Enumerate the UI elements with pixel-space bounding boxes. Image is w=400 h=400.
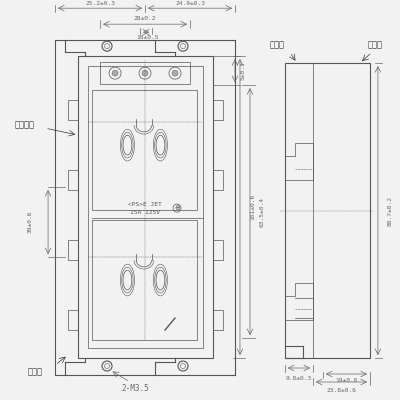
Text: 28±0.2: 28±0.2: [134, 16, 156, 21]
Text: 23.8±0.6: 23.8±0.6: [326, 388, 356, 392]
Text: 15A 125V: 15A 125V: [130, 210, 160, 214]
Bar: [213, 240, 223, 260]
Text: 10±0.5: 10±0.5: [137, 35, 159, 40]
Text: カバー: カバー: [270, 41, 284, 50]
Bar: [100, 62, 190, 84]
Circle shape: [142, 70, 148, 76]
Text: 2-M3.5: 2-M3.5: [121, 384, 149, 392]
Bar: [68, 240, 78, 260]
Text: 9.8±0.3: 9.8±0.3: [286, 376, 312, 380]
Bar: [88, 66, 203, 348]
Text: ボディ: ボディ: [368, 41, 382, 50]
Bar: [68, 310, 78, 330]
Text: 取付枠: 取付枠: [28, 368, 43, 376]
Bar: [92, 220, 197, 340]
Bar: [92, 90, 197, 210]
Text: 24.9±0.3: 24.9±0.3: [175, 1, 205, 6]
Bar: [213, 170, 223, 190]
Text: <PS>E JET: <PS>E JET: [128, 202, 162, 206]
Text: 88.7±0.2: 88.7±0.2: [388, 196, 393, 226]
Bar: [213, 100, 223, 120]
Circle shape: [112, 70, 118, 76]
Text: 39±0.6: 39±0.6: [28, 211, 32, 233]
Circle shape: [172, 70, 178, 76]
Bar: [213, 310, 223, 330]
Text: 刃受ばね: 刃受ばね: [15, 121, 35, 130]
Text: 101±0.6: 101±0.6: [250, 194, 255, 220]
Text: 25.2±0.3: 25.2±0.3: [85, 1, 115, 6]
Text: 5±0.3: 5±0.3: [241, 61, 246, 80]
Bar: [285, 63, 370, 358]
Text: 19±0.6: 19±0.6: [335, 378, 358, 382]
Bar: [68, 100, 78, 120]
Bar: [78, 56, 213, 358]
Text: ⊕: ⊕: [174, 205, 180, 211]
Text: 63.5±0.4: 63.5±0.4: [260, 197, 265, 227]
Bar: [68, 170, 78, 190]
